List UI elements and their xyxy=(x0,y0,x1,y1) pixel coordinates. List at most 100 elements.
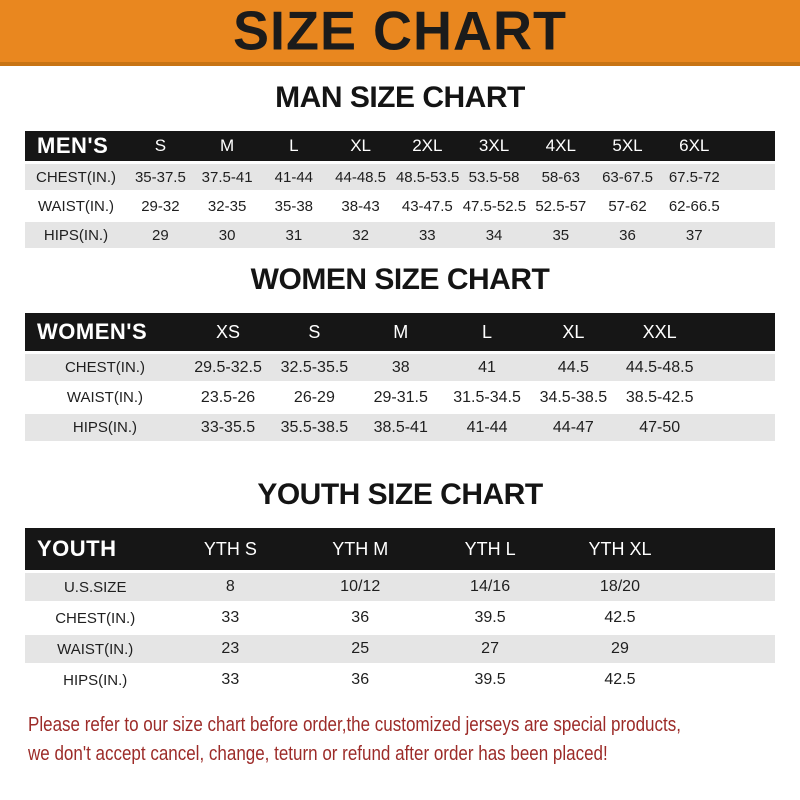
size-value: 31 xyxy=(260,222,328,248)
size-value: 62-66.5 xyxy=(660,193,728,219)
size-column-header: 4XL xyxy=(527,131,595,161)
size-value: 41-44 xyxy=(443,414,531,441)
youth-size-chart-table: YOUTH YTH S YTH M YTH L YTH XL U.S.SIZE 8 10/12… xyxy=(25,525,775,697)
size-value: 37 xyxy=(660,222,728,248)
header-row: MEN'S S M L XL 2XL 3XL 4XL 5XL 6XL xyxy=(25,131,775,161)
size-value: 8 xyxy=(165,573,296,601)
size-value: 44-47 xyxy=(530,414,617,441)
size-column-header: XL xyxy=(530,313,617,351)
row-label: CHEST(IN.) xyxy=(25,354,185,381)
row-label: WAIST(IN.) xyxy=(25,384,185,411)
size-chart-sections: MAN SIZE CHART MEN'S S M L XL 2XL 3XL 4XL 5XL 6XL C… xyxy=(0,81,800,697)
table-row: CHEST(IN.) 33 36 39.5 42.5 xyxy=(25,604,775,632)
size-value: 63-67.5 xyxy=(594,164,661,190)
size-value: 14/16 xyxy=(425,573,556,601)
size-column-header: M xyxy=(357,313,444,351)
size-value: 39.5 xyxy=(425,666,556,694)
size-value: 38 xyxy=(357,354,444,381)
size-value: 57-62 xyxy=(594,193,661,219)
size-column-header: YTH M xyxy=(295,528,426,570)
size-column-header: YTH L xyxy=(425,528,556,570)
size-value: 42.5 xyxy=(555,666,685,694)
size-value: 36 xyxy=(295,666,426,694)
size-value: 35.5-38.5 xyxy=(271,414,358,441)
size-column-header: XS xyxy=(184,313,272,351)
size-value: 38-43 xyxy=(327,193,394,219)
row-label: U.S.SIZE xyxy=(25,573,166,601)
size-value: 53.5-58 xyxy=(460,164,528,190)
size-value: 10/12 xyxy=(295,573,426,601)
row-label: CHEST(IN.) xyxy=(25,164,128,190)
size-value: 29-31.5 xyxy=(357,384,444,411)
size-value: 41 xyxy=(443,354,531,381)
size-column-header: XL xyxy=(327,131,394,161)
notice-line-2: we don't accept cancel, change, teturn o… xyxy=(28,743,608,765)
filler-cell xyxy=(727,193,775,219)
table-row: WAIST(IN.) 23.5-26 26-29 29-31.5 31.5-34.5 34… xyxy=(25,384,775,411)
size-value: 42.5 xyxy=(555,604,685,632)
size-chart-banner: SIZE CHART xyxy=(0,0,800,66)
youth-size-chart-section: YOUTH SIZE CHART YOUTH YTH S YTH M YTH L YTH … xyxy=(0,478,800,697)
size-value: 34 xyxy=(460,222,528,248)
size-value: 44-48.5 xyxy=(327,164,394,190)
size-column-header: L xyxy=(443,313,531,351)
size-value: 67.5-72 xyxy=(660,164,728,190)
size-column-header: 3XL xyxy=(460,131,528,161)
size-value: 44.5-48.5 xyxy=(616,354,703,381)
size-value: 29 xyxy=(127,222,194,248)
size-value: 43-47.5 xyxy=(393,193,461,219)
row-label: HIPS(IN.) xyxy=(25,414,185,441)
size-value: 35-37.5 xyxy=(127,164,194,190)
size-value: 48.5-53.5 xyxy=(393,164,461,190)
size-value: 33 xyxy=(393,222,461,248)
size-value: 33 xyxy=(165,604,296,632)
size-column-header: 6XL xyxy=(660,131,728,161)
size-value: 25 xyxy=(295,635,426,663)
size-value: 35-38 xyxy=(260,193,328,219)
size-value: 44.5 xyxy=(530,354,617,381)
man-size-chart-section: MAN SIZE CHART MEN'S S M L XL 2XL 3XL 4XL 5XL 6XL C… xyxy=(0,81,800,251)
size-value: 37.5-41 xyxy=(193,164,261,190)
filler-cell xyxy=(702,384,775,411)
size-value: 29.5-32.5 xyxy=(184,354,272,381)
filler-cell xyxy=(727,164,775,190)
size-value: 18/20 xyxy=(555,573,685,601)
filler-cell xyxy=(702,414,775,441)
size-value: 31.5-34.5 xyxy=(443,384,531,411)
size-value: 58-63 xyxy=(527,164,595,190)
size-value: 52.5-57 xyxy=(527,193,595,219)
table-row: CHEST(IN.) 29.5-32.5 32.5-35.5 38 41 44.5 44.5… xyxy=(25,354,775,381)
size-value: 36 xyxy=(295,604,426,632)
size-value: 35 xyxy=(527,222,595,248)
size-value: 47.5-52.5 xyxy=(460,193,528,219)
size-value: 38.5-42.5 xyxy=(616,384,703,411)
size-column-header: M xyxy=(193,131,261,161)
filler-cell xyxy=(684,528,775,570)
size-column-header: XXL xyxy=(616,313,703,351)
size-value: 27 xyxy=(425,635,556,663)
man-size-chart-heading: MAN SIZE CHART xyxy=(275,81,525,114)
order-notice: Please refer to our size chart before or… xyxy=(0,711,800,769)
row-label: HIPS(IN.) xyxy=(25,666,166,694)
size-value: 32.5-35.5 xyxy=(271,354,358,381)
size-value: 47-50 xyxy=(616,414,703,441)
filler-cell xyxy=(727,131,775,161)
filler-cell xyxy=(684,666,775,694)
women-size-chart-heading: WOMEN SIZE CHART xyxy=(250,263,550,296)
man-size-chart-table: MEN'S S M L XL 2XL 3XL 4XL 5XL 6XL CHEST(IN.) 35-37… xyxy=(25,128,775,251)
table-group-label: MEN'S xyxy=(25,131,128,161)
size-value: 38.5-41 xyxy=(357,414,444,441)
size-column-header: L xyxy=(260,131,328,161)
size-value: 32-35 xyxy=(193,193,261,219)
table-row: HIPS(IN.) 29 30 31 32 33 34 35 36 37 xyxy=(25,222,775,248)
row-label: CHEST(IN.) xyxy=(25,604,166,632)
table-group-label: YOUTH xyxy=(25,528,166,570)
size-value: 30 xyxy=(193,222,261,248)
page-title: SIZE CHART xyxy=(233,0,567,62)
filler-cell xyxy=(727,222,775,248)
size-column-header: YTH S xyxy=(165,528,296,570)
size-column-header: 2XL xyxy=(393,131,461,161)
size-value: 33-35.5 xyxy=(184,414,272,441)
size-column-header: S xyxy=(127,131,194,161)
size-value: 29 xyxy=(555,635,685,663)
